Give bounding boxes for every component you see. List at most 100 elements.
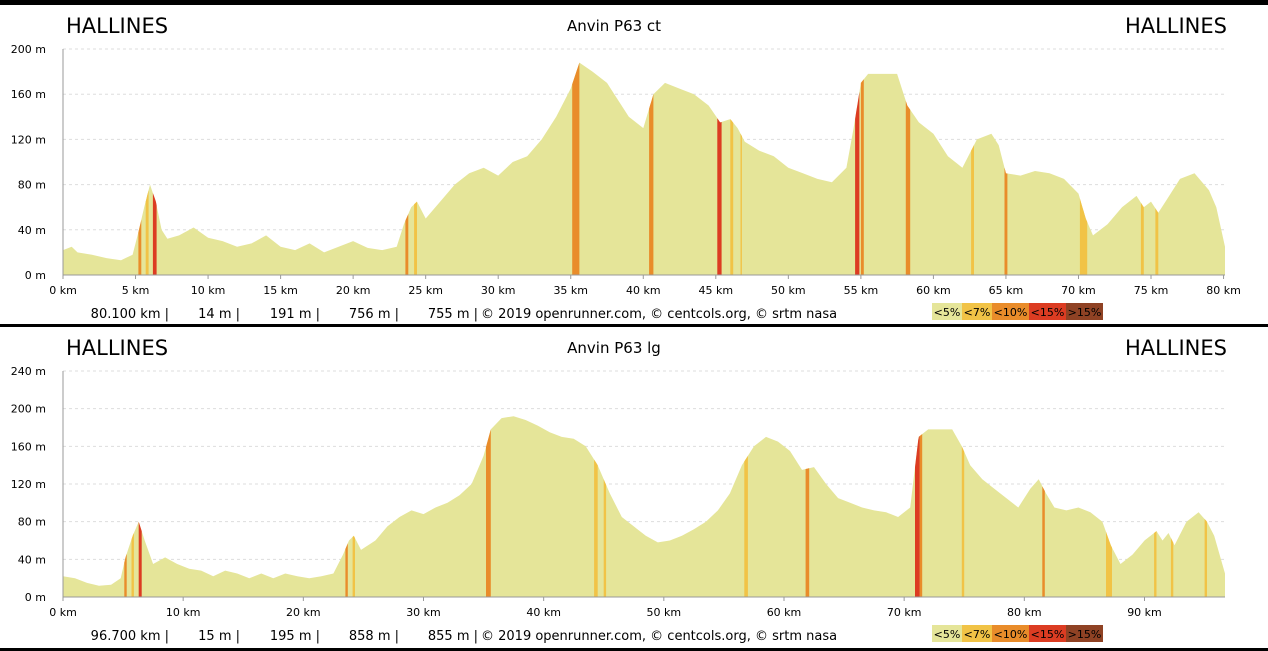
chart-title: Anvin P63 lg (567, 339, 661, 357)
bottom-border (0, 648, 1268, 651)
grade-band (905, 101, 911, 275)
y-tick-label: 40 m (18, 553, 46, 566)
x-tick-label: 80 km (1206, 284, 1241, 297)
legend-swatch (992, 625, 1029, 642)
y-tick-label: 160 m (11, 440, 46, 453)
end-label: HALLINES (1125, 336, 1227, 360)
x-tick-label: 40 km (526, 606, 561, 619)
plot-area: 0 m 40 m 80 m 120 m 160 m 200 m 0 km 5 km 10 km 1… (11, 43, 1241, 297)
y-tick-label: 200 m (11, 43, 46, 56)
x-tick-label: 60 km (767, 606, 802, 619)
y-tick-label: 0 m (25, 269, 46, 282)
y-tick-label: 120 m (11, 133, 46, 146)
x-tick-label: 10 km (191, 284, 226, 297)
legend-swatch (932, 303, 962, 320)
x-tick-label: 50 km (647, 606, 682, 619)
grade-band (961, 446, 965, 597)
x-tick-label: 40 km (626, 284, 661, 297)
grade-band (594, 459, 598, 597)
stats-row: 96.700 km | 15 m | 195 m | 858 m | 855 m… (91, 629, 837, 644)
x-tick-label: 75 km (1134, 284, 1169, 297)
stat-min-altitude: 14 m | (198, 307, 240, 322)
x-tick-label: 20 km (336, 284, 371, 297)
legend-swatch (1029, 303, 1066, 320)
start-label: HALLINES (66, 14, 168, 38)
grade-band (915, 436, 920, 597)
legend-label: <10% (994, 306, 1028, 319)
grade-band (1079, 198, 1088, 275)
x-tick-label: 80 km (1007, 606, 1042, 619)
start-label: HALLINES (66, 336, 168, 360)
panel-divider (0, 324, 1268, 327)
legend-label: >15% (1068, 306, 1102, 319)
stat-total-descent: 755 m | (428, 307, 478, 322)
chart-title: Anvin P63 ct (567, 17, 661, 35)
legend-label: <5% (934, 306, 961, 319)
grade-band (740, 133, 742, 275)
grade-band (1004, 167, 1008, 275)
stat-max-altitude: 195 m | (270, 629, 320, 644)
elevation-panel-2: HALLINES Anvin P63 lg HALLINES 0 m 40 m 80… (11, 336, 1227, 644)
grade-band (405, 214, 409, 275)
legend-swatch (1066, 303, 1103, 320)
x-tick-label: 30 km (406, 606, 441, 619)
grade-legend: <5% <7% <10% <15% >15% (932, 303, 1103, 320)
grade-band (152, 193, 157, 275)
grade-band (414, 201, 417, 275)
grade-band (855, 91, 860, 276)
grade-band (971, 145, 974, 275)
credit-text: © 2019 openrunner.com, © centcols.org, ©… (481, 307, 837, 322)
legend-swatch (962, 303, 992, 320)
grade-band (730, 119, 734, 275)
stat-total-climb: 756 m | (349, 307, 399, 322)
x-tick-label: 30 km (481, 284, 516, 297)
x-tick-label: 20 km (286, 606, 321, 619)
y-tick-label: 80 m (18, 179, 46, 192)
x-tick-label: 25 km (408, 284, 443, 297)
y-tick-label: 240 m (11, 365, 46, 378)
grade-band (138, 219, 142, 275)
grade-band (717, 118, 722, 275)
x-tick-label: 65 km (989, 284, 1024, 297)
legend-swatch (962, 625, 992, 642)
grade-band (1154, 531, 1157, 597)
legend-label: >15% (1068, 628, 1102, 641)
stats-row: 80.100 km | 14 m | 191 m | 756 m | 755 m… (91, 307, 837, 322)
grade-band (805, 468, 810, 597)
x-tick-label: 50 km (771, 284, 806, 297)
legend-label: <10% (994, 628, 1028, 641)
y-tick-label: 0 m (25, 591, 46, 604)
stat-max-altitude: 191 m | (270, 307, 320, 322)
elevation-panel-1: HALLINES Anvin P63 ct HALLINES 0 m 40 m 80… (11, 14, 1241, 322)
legend-swatch (1029, 625, 1066, 642)
stat-min-altitude: 15 m | (198, 629, 240, 644)
plot-area: 0 m 40 m 80 m 120 m 160 m 200 m 240 m 0 km 10 km… (11, 365, 1225, 619)
legend-label: <5% (934, 628, 961, 641)
x-tick-label: 60 km (916, 284, 951, 297)
y-tick-label: 80 m (18, 516, 46, 529)
grade-band (1106, 531, 1112, 597)
top-border (0, 0, 1268, 5)
grade-band (1042, 486, 1045, 597)
grade-band (744, 455, 748, 597)
legend-swatch (932, 625, 962, 642)
grade-band (1140, 202, 1144, 275)
grade-band (1204, 519, 1207, 597)
grade-band (649, 94, 654, 275)
grade-legend: <5% <7% <10% <15% >15% (932, 625, 1103, 642)
legend-swatch (1066, 625, 1103, 642)
grade-band (131, 533, 134, 597)
legend-label: <15% (1031, 306, 1065, 319)
grade-band (860, 79, 864, 275)
legend-label: <7% (964, 628, 991, 641)
credit-text: © 2019 openrunner.com, © centcols.org, ©… (481, 629, 837, 644)
x-tick-label: 0 km (49, 606, 77, 619)
y-tick-label: 160 m (11, 88, 46, 101)
grade-band (919, 434, 923, 597)
x-tick-label: 15 km (263, 284, 298, 297)
grade-band (572, 62, 580, 275)
legend-label: <15% (1031, 628, 1065, 641)
elevation-area (63, 62, 1225, 275)
elevation-area (63, 416, 1225, 597)
